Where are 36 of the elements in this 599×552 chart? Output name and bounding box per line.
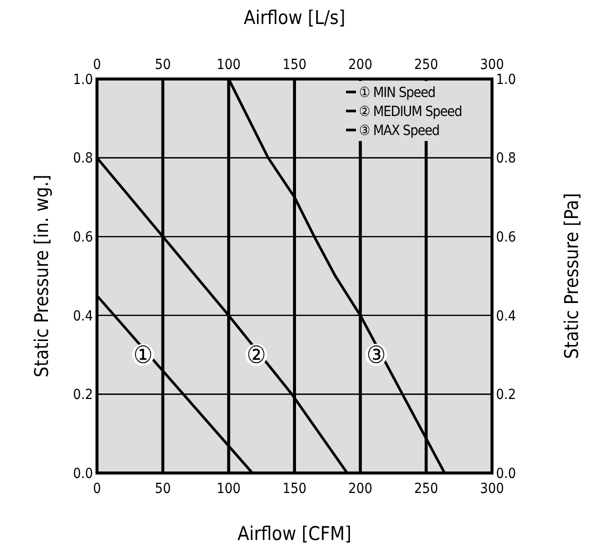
y2-tick-label: 0.2 [496, 387, 516, 404]
y2-tick-label: 0.8 [496, 150, 516, 167]
y2-tick-label: 0.4 [496, 308, 516, 324]
y-tick-label: 0.2 [72, 387, 93, 404]
annotation: ③ [366, 341, 386, 370]
y2-axis-title: Static Pressure [Pa] [561, 193, 583, 359]
y2-tick-label: 0.0 [496, 466, 516, 482]
x2-tick-label: 300 [480, 481, 504, 497]
x-tick-label: 100 [216, 57, 241, 73]
y-tick-label: 0.6 [72, 230, 93, 246]
x-tick-label: 150 [282, 57, 307, 73]
y-tick-label: 0.0 [72, 466, 93, 482]
legend-label: ① MIN Speed [359, 85, 436, 101]
y2-tick-label: 0.6 [496, 230, 516, 246]
annotation: ① [133, 341, 153, 370]
x2-axis-title: Airflow [L/s] [244, 7, 346, 29]
x2-tick-label: 150 [282, 481, 307, 497]
x2-tick-label: 100 [216, 481, 241, 497]
x-axis-title: Airflow [CFM] [238, 523, 352, 545]
y2-tick-label: 1.0 [496, 72, 516, 88]
x-tick-label: 300 [480, 57, 504, 73]
x2-tick-label: 0 [92, 481, 102, 497]
y-tick-label: 1.0 [72, 72, 93, 88]
annotation: ② [246, 341, 266, 370]
x-tick-label: 200 [348, 57, 372, 73]
y-axis-title: Static Pressure [in. wg.] [31, 174, 53, 378]
x2-tick-label: 250 [414, 481, 438, 497]
x2-tick-label: 200 [348, 481, 372, 497]
y-tick-label: 0.8 [72, 150, 93, 167]
x-tick-label: 0 [92, 57, 102, 73]
x-tick-label: 50 [154, 57, 171, 73]
x2-tick-label: 50 [154, 481, 171, 497]
legend-label: ③ MAX Speed [359, 123, 440, 139]
legend-label: ② MEDIUM Speed [359, 104, 462, 120]
y-tick-label: 0.4 [72, 308, 93, 324]
x-tick-label: 250 [414, 57, 438, 73]
